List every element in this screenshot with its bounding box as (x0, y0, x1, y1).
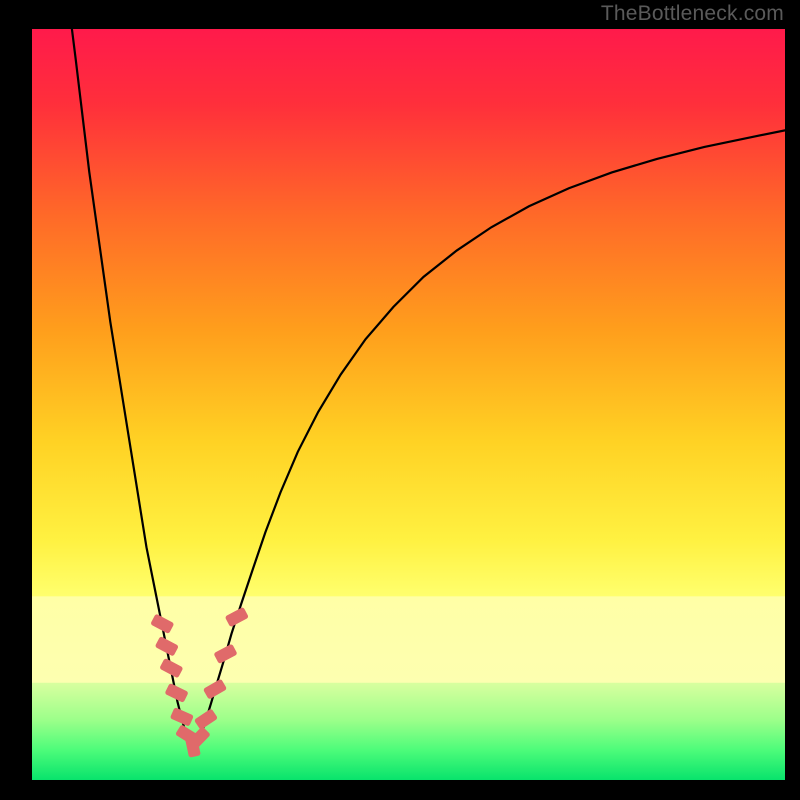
bottleneck-chart-svg (0, 0, 800, 800)
watermark-text: TheBottleneck.com (601, 2, 784, 26)
chart-container: TheBottleneck.com (0, 0, 800, 800)
plot-background (32, 29, 785, 780)
